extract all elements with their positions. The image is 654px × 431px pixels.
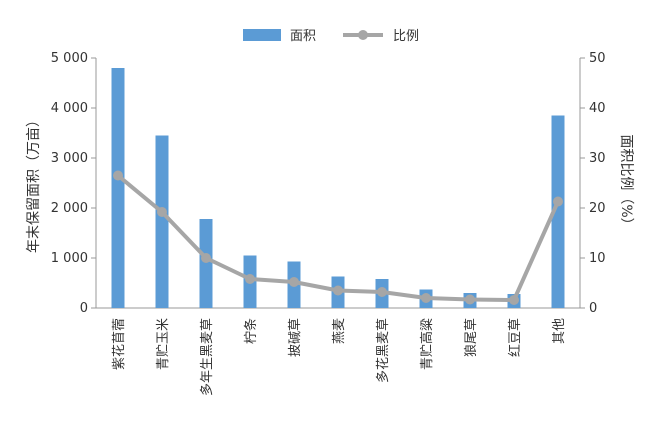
ratio-point: [333, 285, 343, 296]
x-tick-label: 狼尾草: [464, 318, 479, 357]
bar: [551, 115, 565, 308]
y2-tick-label: 40: [589, 101, 606, 116]
y-tick-label: 2 000: [51, 201, 88, 216]
legend-bar-label: 面积: [290, 29, 316, 44]
ratio-point: [113, 170, 123, 181]
x-tick-label: 紫花苜蓿: [111, 318, 127, 370]
ratio-point: [421, 293, 431, 303]
ratio-point: [201, 253, 211, 263]
y2-tick-label: 10: [589, 251, 606, 266]
x-tick-label: 披碱草: [288, 318, 303, 357]
ratio-point: [465, 294, 475, 305]
ratio-point: [245, 274, 255, 284]
x-tick-label: 柠条: [243, 318, 259, 344]
x-tick-label: 多年生黑麦草: [199, 318, 215, 396]
x-tick-label: 青贮玉米: [156, 318, 171, 370]
y2-tick-label: 50: [589, 51, 606, 66]
y-tick-label: 1 000: [51, 251, 88, 266]
legend-line-label: 比例: [393, 29, 419, 44]
ratio-point: [289, 277, 299, 287]
x-tick-label: 其他: [552, 318, 567, 344]
bar: [111, 68, 125, 308]
legend: 面积 比例: [243, 29, 419, 44]
y2-axis-title: 面积比例（%）: [618, 134, 634, 231]
ratio-point: [553, 196, 563, 207]
y2-tick-label: 0: [589, 301, 597, 316]
legend-bar-swatch: [243, 29, 281, 41]
y2-tick-label: 30: [589, 151, 606, 166]
bar: [155, 135, 169, 308]
legend-line-marker: [358, 30, 368, 40]
y-tick-label: 0: [80, 301, 88, 316]
x-tick-label: 青贮高粱: [419, 318, 435, 370]
x-tick-label: 多花黑麦草: [375, 318, 391, 383]
y-tick-label: 3 000: [51, 151, 88, 166]
y-axis-title: 年末保留面积（万亩）: [25, 113, 42, 253]
x-tick-label: 红豆草: [507, 318, 523, 357]
plot-area: 0 1 000 2 000 3 000 4 000 5 000 0 10 20 30 40 50 紫花苜…: [51, 51, 606, 396]
ratio-point: [157, 207, 167, 217]
y-tick-label: 4 000: [51, 101, 88, 116]
y-tick-label: 5 000: [51, 51, 88, 66]
ratio-point: [509, 295, 519, 305]
ratio-point: [377, 287, 387, 297]
y2-tick-label: 20: [589, 201, 606, 216]
x-tick-label: 燕麦: [332, 318, 347, 344]
bar: [199, 219, 213, 308]
